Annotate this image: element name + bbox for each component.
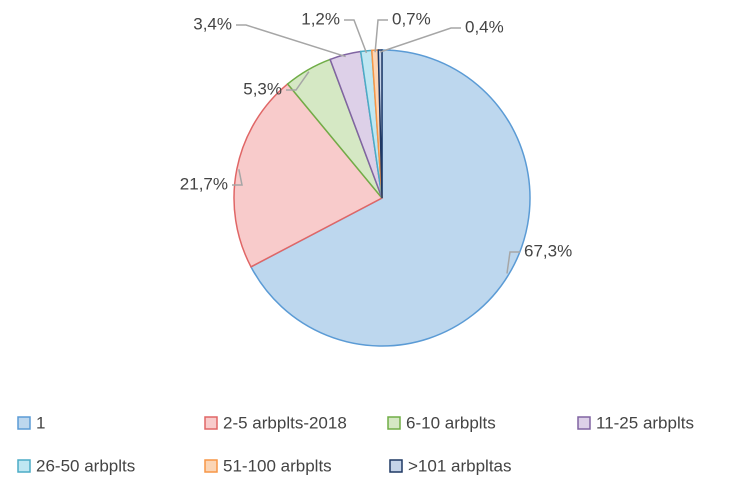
pie-slice (249, 49, 531, 347)
legend-label: 51-100 arbplts (223, 456, 332, 475)
leader-line (344, 19, 368, 54)
data-label: 3,4% (193, 14, 232, 33)
data-label: 0,7% (392, 9, 431, 28)
data-label: 21,7% (180, 174, 228, 193)
legend-label: 6-10 arbplts (406, 413, 496, 432)
data-label: 67,3% (524, 241, 572, 260)
legend-swatch (204, 416, 218, 430)
pie-slice (233, 82, 384, 268)
data-label: 0,4% (465, 17, 504, 36)
leader-line (232, 169, 243, 186)
legend-label: 26-50 arbplts (36, 456, 135, 475)
legend-swatch (204, 459, 218, 473)
legend-swatch (17, 416, 31, 430)
leader-line (379, 27, 461, 53)
legend-label: 11-25 arbplts (596, 413, 694, 432)
pie-slice (377, 49, 383, 199)
legend-swatch (577, 416, 591, 430)
leader-line (286, 71, 310, 91)
legend-swatch (389, 459, 403, 473)
legend-label: 2-5 arbplts-2018 (223, 413, 347, 432)
data-label: 1,2% (301, 9, 340, 28)
data-label: 5,3% (243, 79, 282, 98)
leader-line (374, 19, 388, 53)
legend-swatch (17, 459, 31, 473)
leader-line (236, 24, 346, 58)
legend-swatch (387, 416, 401, 430)
legend-label: >101 arbpltas (408, 456, 512, 475)
legend-label: 1 (36, 413, 45, 432)
leader-line (506, 251, 520, 274)
